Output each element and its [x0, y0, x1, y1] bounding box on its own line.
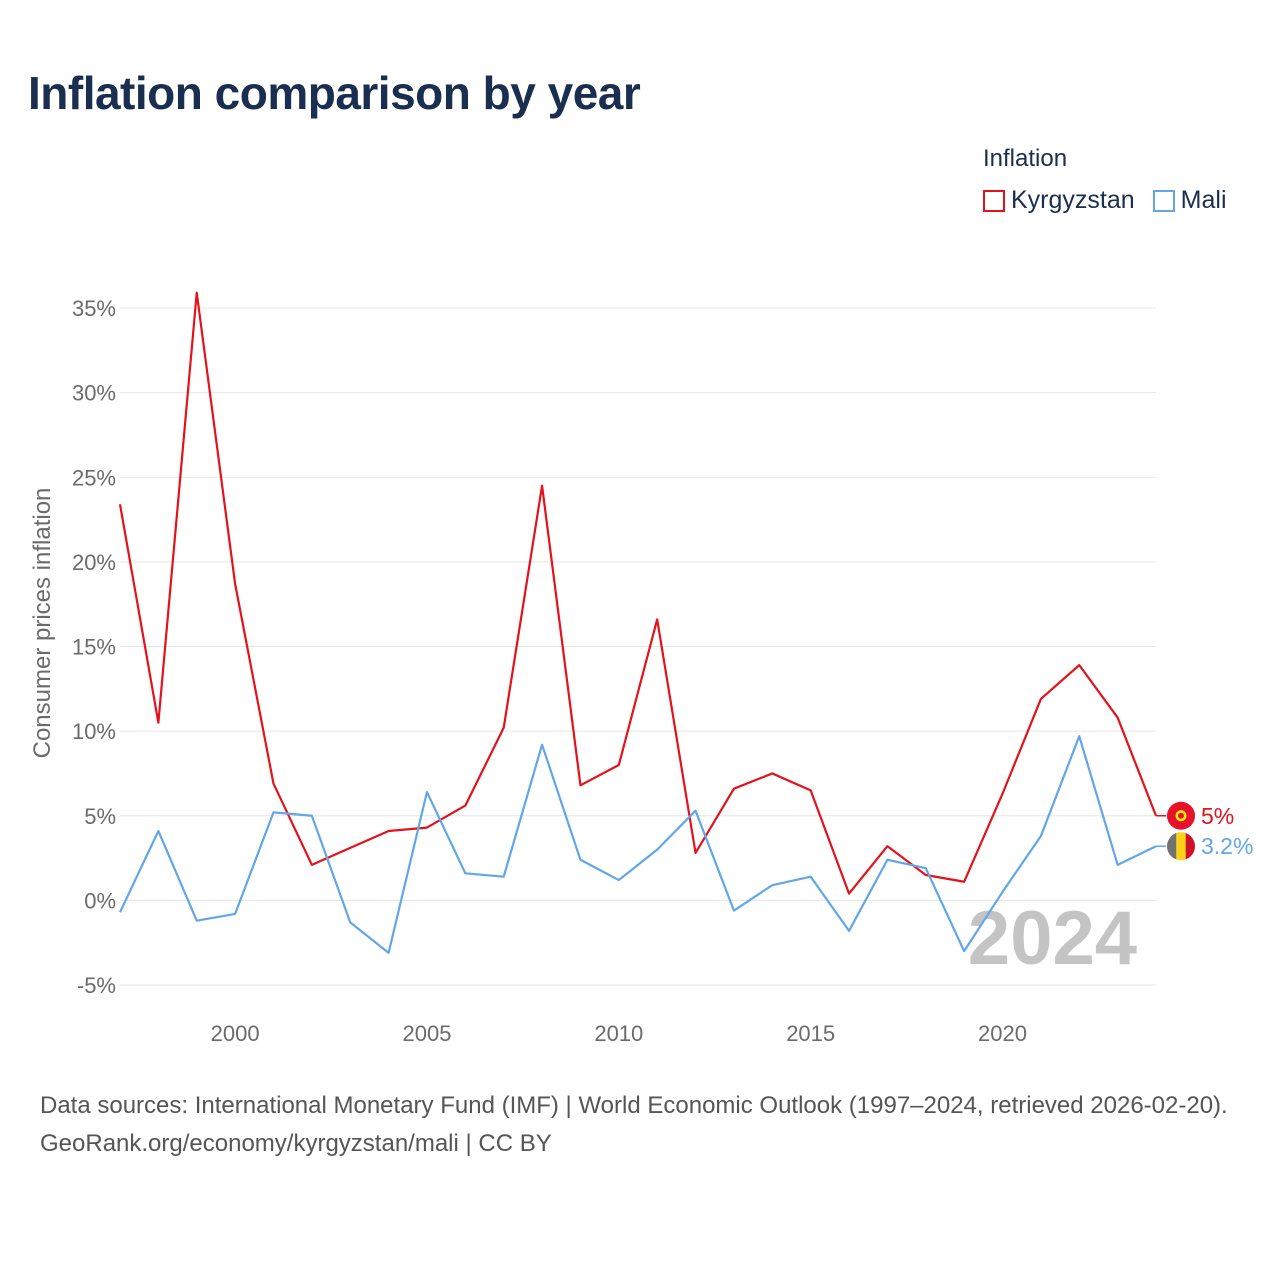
- year-watermark: 2024: [968, 896, 1137, 981]
- x-tick-label: 2010: [594, 1021, 643, 1046]
- end-label-mali: 3.2%: [1201, 833, 1253, 859]
- y-tick-label: 35%: [72, 296, 116, 321]
- legend: Kyrgyzstan Mali: [983, 186, 1227, 215]
- grid-lines: [120, 307, 1156, 986]
- legend-title: Inflation: [983, 145, 1068, 172]
- footer: Data sources: International Monetary Fun…: [40, 1087, 1250, 1163]
- series-line-mali[interactable]: [119, 735, 1157, 954]
- y-tick-label: 5%: [84, 804, 116, 829]
- end-markers: 5% 3.2%: [1167, 801, 1253, 861]
- y-tick-label: 20%: [72, 550, 116, 575]
- flag-marker-kyrgyzstan: [1167, 801, 1195, 830]
- x-tick-label: 2005: [402, 1021, 451, 1046]
- x-tick-label: 2015: [786, 1021, 835, 1046]
- legend-item-kyrgyzstan[interactable]: Kyrgyzstan: [983, 186, 1135, 215]
- series-group: [118, 291, 1166, 954]
- series-line-kyrgyzstan[interactable]: [118, 291, 1158, 895]
- legend-label-mali: Mali: [1180, 186, 1227, 214]
- data-sources: Data sources: International Monetary Fun…: [40, 1092, 1228, 1119]
- y-tick-label: 10%: [72, 719, 116, 744]
- y-tick-label: -5%: [77, 973, 116, 998]
- y-tick-label: 0%: [84, 888, 116, 913]
- legend-swatch-kyrgyzstan: [983, 189, 1005, 212]
- chart-title: Inflation comparison by year: [28, 67, 641, 119]
- flag-marker-mali: [1167, 832, 1195, 861]
- y-axis: -5% 0% 5% 10% 15% 20% 25% 30% 35%: [72, 296, 116, 998]
- credit-link[interactable]: GeoRank.org/economy/kyrgyzstan/mali | CC…: [40, 1130, 552, 1157]
- legend-swatch-mali: [1152, 189, 1175, 212]
- legend-label-kyrgyzstan: Kyrgyzstan: [1011, 186, 1135, 214]
- end-label-kyrgyzstan: 5%: [1201, 803, 1234, 829]
- x-tick-label: 2020: [978, 1021, 1027, 1046]
- y-tick-label: 15%: [72, 635, 116, 660]
- x-axis: 2000 2005 2010 2015 2020: [211, 1021, 1027, 1046]
- x-tick-label: 2000: [211, 1021, 260, 1046]
- y-tick-label: 30%: [72, 381, 116, 406]
- y-tick-label: 25%: [72, 465, 116, 490]
- y-axis-label: Consumer prices inflation: [29, 488, 56, 759]
- line-chart: -5%0%5%10%15%20%25%30%35% 2000 2005 2010 20…: [29, 291, 1253, 1046]
- legend-item-mali[interactable]: Mali: [1152, 186, 1227, 215]
